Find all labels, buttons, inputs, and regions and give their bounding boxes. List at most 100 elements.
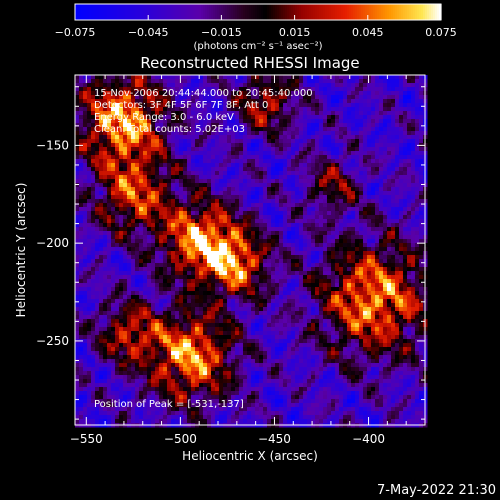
heatmap-cell <box>91 259 96 264</box>
heatmap-cell <box>187 211 192 216</box>
heatmap-cell <box>291 163 296 168</box>
heatmap-cell <box>119 279 124 284</box>
heatmap-cell <box>195 275 200 280</box>
heatmap-cell <box>407 103 412 108</box>
heatmap-cell <box>247 235 252 240</box>
colorbar-cell <box>103 4 106 20</box>
heatmap-cell <box>415 247 420 252</box>
heatmap-cell <box>403 171 408 176</box>
heatmap-cell <box>99 223 104 228</box>
heatmap-cell <box>363 267 368 272</box>
heatmap-cell <box>303 287 308 292</box>
heatmap-cell <box>251 203 256 208</box>
heatmap-cell <box>223 159 228 164</box>
heatmap-cell <box>195 87 200 92</box>
heatmap-cell <box>187 255 192 260</box>
heatmap-cell <box>175 123 180 128</box>
heatmap-cell <box>99 103 104 108</box>
chart-title: Reconstructed RHESSI Image <box>140 54 359 72</box>
heatmap-cell <box>203 199 208 204</box>
heatmap-cell <box>367 83 372 88</box>
heatmap-cell <box>75 275 80 280</box>
heatmap-cell <box>415 135 420 140</box>
heatmap-cell <box>371 167 376 172</box>
heatmap-cell <box>87 183 92 188</box>
heatmap-cell <box>287 135 292 140</box>
heatmap-cell <box>99 183 104 188</box>
heatmap-cell <box>119 91 124 96</box>
heatmap-cell <box>99 243 104 248</box>
heatmap-cell <box>131 159 136 164</box>
heatmap-cell <box>371 91 376 96</box>
heatmap-cell <box>367 135 372 140</box>
heatmap-cell <box>167 235 172 240</box>
heatmap-cell <box>291 231 296 236</box>
heatmap-cell <box>279 223 284 228</box>
heatmap-cell <box>167 287 172 292</box>
heatmap-cell <box>355 287 360 292</box>
heatmap-cell <box>243 195 248 200</box>
heatmap-cell <box>407 187 412 192</box>
heatmap-cell <box>211 219 216 224</box>
heatmap-cell <box>283 207 288 212</box>
heatmap-cell <box>303 179 308 184</box>
heatmap-cell <box>239 87 244 92</box>
heatmap-cell <box>411 207 416 212</box>
colorbar-cell <box>295 4 298 20</box>
heatmap-cell <box>175 263 180 268</box>
heatmap-cell <box>259 275 264 280</box>
heatmap-cell <box>159 119 164 124</box>
heatmap-cell <box>247 271 252 276</box>
heatmap-cell <box>115 103 120 108</box>
heatmap-cell <box>343 255 348 260</box>
heatmap-cell <box>279 183 284 188</box>
heatmap-cell <box>307 203 312 208</box>
heatmap-cell <box>115 159 120 164</box>
heatmap-cell <box>339 263 344 268</box>
heatmap-cell <box>111 147 116 152</box>
heatmap-cell <box>399 131 404 136</box>
heatmap-cell <box>147 275 152 280</box>
heatmap-cell <box>83 139 88 144</box>
heatmap-cell <box>191 255 196 260</box>
heatmap-cell <box>263 219 268 224</box>
heatmap-cell <box>271 155 276 160</box>
heatmap-cell <box>247 107 252 112</box>
heatmap-cell <box>227 263 232 268</box>
heatmap-cell <box>159 131 164 136</box>
heatmap-cell <box>179 151 184 156</box>
heatmap-cell <box>303 123 308 128</box>
heatmap-cell <box>223 107 228 112</box>
heatmap-cell <box>375 91 380 96</box>
heatmap-cell <box>275 251 280 256</box>
heatmap-cell <box>279 139 284 144</box>
heatmap-cell <box>303 95 308 100</box>
heatmap-cell <box>87 215 92 220</box>
heatmap-cell <box>395 287 400 292</box>
heatmap-cell <box>131 151 136 156</box>
colorbar-cell <box>439 4 442 20</box>
heatmap-cell <box>407 95 412 100</box>
heatmap-cell <box>167 199 172 204</box>
heatmap-cell <box>183 87 188 92</box>
heatmap-cell <box>295 75 300 80</box>
heatmap-cell <box>335 191 340 196</box>
heatmap-cell <box>303 147 308 152</box>
colorbar-cell <box>193 4 196 20</box>
heatmap-image <box>75 75 428 428</box>
heatmap-cell <box>259 159 264 164</box>
colorbar-cell <box>135 4 138 20</box>
heatmap-cell <box>147 95 152 100</box>
heatmap-cell <box>267 167 272 172</box>
heatmap-cell <box>383 111 388 116</box>
heatmap-cell <box>199 147 204 152</box>
heatmap-cell <box>291 227 296 232</box>
heatmap-cell <box>283 263 288 268</box>
heatmap-cell <box>223 103 228 108</box>
heatmap-cell <box>251 119 256 124</box>
heatmap-cell <box>107 175 112 180</box>
heatmap-cell <box>343 127 348 132</box>
heatmap-cell <box>299 259 304 264</box>
heatmap-cell <box>359 91 364 96</box>
heatmap-cell <box>319 99 324 104</box>
